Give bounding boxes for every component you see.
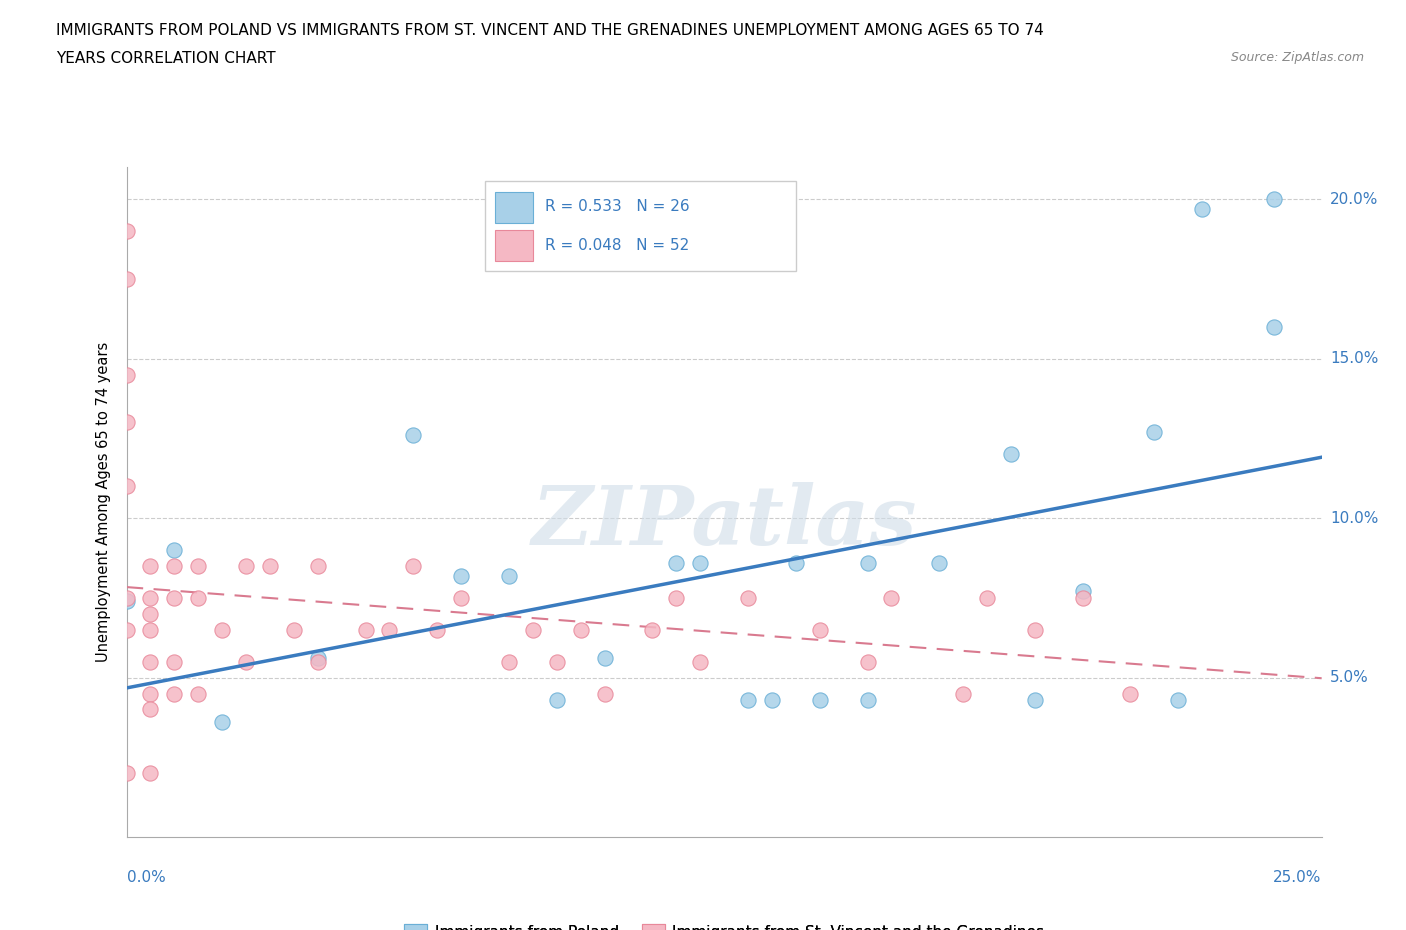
Point bbox=[139, 622, 162, 637]
Text: R = 0.533   N = 26: R = 0.533 N = 26 bbox=[544, 199, 689, 215]
Point bbox=[808, 622, 831, 637]
Point bbox=[450, 591, 472, 605]
Point bbox=[115, 765, 138, 780]
Point bbox=[139, 559, 162, 574]
Point bbox=[187, 686, 209, 701]
Point bbox=[163, 591, 186, 605]
Point bbox=[1071, 591, 1094, 605]
Point bbox=[1143, 425, 1166, 440]
Point bbox=[856, 693, 879, 708]
FancyBboxPatch shape bbox=[495, 230, 533, 261]
Text: ZIPatlas: ZIPatlas bbox=[531, 483, 917, 563]
Point bbox=[689, 654, 711, 669]
Y-axis label: Unemployment Among Ages 65 to 74 years: Unemployment Among Ages 65 to 74 years bbox=[96, 342, 111, 662]
Text: Source: ZipAtlas.com: Source: ZipAtlas.com bbox=[1230, 51, 1364, 64]
Point bbox=[976, 591, 998, 605]
FancyBboxPatch shape bbox=[485, 180, 796, 272]
Point bbox=[689, 555, 711, 570]
Point bbox=[115, 415, 138, 430]
Point bbox=[546, 693, 568, 708]
Point bbox=[211, 715, 233, 730]
Point bbox=[593, 686, 616, 701]
FancyBboxPatch shape bbox=[495, 192, 533, 223]
Point bbox=[498, 654, 520, 669]
Point bbox=[139, 702, 162, 717]
Point bbox=[1263, 319, 1285, 334]
Legend: Immigrants from Poland, Immigrants from St. Vincent and the Grenadines: Immigrants from Poland, Immigrants from … bbox=[398, 918, 1050, 930]
Point bbox=[235, 559, 257, 574]
Point bbox=[163, 559, 186, 574]
Point bbox=[1191, 202, 1213, 217]
Text: 20.0%: 20.0% bbox=[1330, 192, 1378, 206]
Text: 15.0%: 15.0% bbox=[1330, 352, 1378, 366]
Text: 25.0%: 25.0% bbox=[1274, 870, 1322, 884]
Point bbox=[593, 651, 616, 666]
Point bbox=[378, 622, 401, 637]
Point bbox=[115, 479, 138, 494]
Point bbox=[163, 542, 186, 557]
Point bbox=[856, 555, 879, 570]
Point bbox=[115, 367, 138, 382]
Point bbox=[880, 591, 903, 605]
Point bbox=[426, 622, 449, 637]
Point bbox=[856, 654, 879, 669]
Point bbox=[163, 686, 186, 701]
Point bbox=[139, 765, 162, 780]
Point bbox=[737, 591, 759, 605]
Point bbox=[115, 593, 138, 608]
Point bbox=[1024, 622, 1046, 637]
Point bbox=[139, 591, 162, 605]
Text: 5.0%: 5.0% bbox=[1330, 671, 1368, 685]
Point bbox=[569, 622, 592, 637]
Point bbox=[808, 693, 831, 708]
Point bbox=[115, 272, 138, 286]
Point bbox=[283, 622, 305, 637]
Point bbox=[952, 686, 974, 701]
Point bbox=[402, 428, 425, 443]
Text: 10.0%: 10.0% bbox=[1330, 511, 1378, 525]
Text: YEARS CORRELATION CHART: YEARS CORRELATION CHART bbox=[56, 51, 276, 66]
Point bbox=[1000, 447, 1022, 462]
Point bbox=[785, 555, 807, 570]
Point bbox=[665, 555, 688, 570]
Point bbox=[211, 622, 233, 637]
Point bbox=[737, 693, 759, 708]
Point bbox=[1119, 686, 1142, 701]
Text: IMMIGRANTS FROM POLAND VS IMMIGRANTS FROM ST. VINCENT AND THE GRENADINES UNEMPLO: IMMIGRANTS FROM POLAND VS IMMIGRANTS FRO… bbox=[56, 23, 1045, 38]
Point bbox=[354, 622, 377, 637]
Point bbox=[115, 591, 138, 605]
Point bbox=[1167, 693, 1189, 708]
Point bbox=[546, 654, 568, 669]
Point bbox=[187, 591, 209, 605]
Point bbox=[139, 654, 162, 669]
Point bbox=[115, 224, 138, 239]
Point bbox=[450, 568, 472, 583]
Point bbox=[928, 555, 950, 570]
Point bbox=[498, 568, 520, 583]
Point bbox=[163, 654, 186, 669]
Point bbox=[1263, 192, 1285, 206]
Point bbox=[522, 622, 544, 637]
Text: 0.0%: 0.0% bbox=[127, 870, 166, 884]
Point bbox=[307, 654, 329, 669]
Point bbox=[235, 654, 257, 669]
Point bbox=[402, 559, 425, 574]
Point bbox=[1024, 693, 1046, 708]
Point bbox=[139, 606, 162, 621]
Point bbox=[1071, 584, 1094, 599]
Point bbox=[665, 591, 688, 605]
Point bbox=[307, 559, 329, 574]
Point bbox=[641, 622, 664, 637]
Point bbox=[139, 686, 162, 701]
Text: R = 0.048   N = 52: R = 0.048 N = 52 bbox=[544, 237, 689, 253]
Point bbox=[187, 559, 209, 574]
Point bbox=[761, 693, 783, 708]
Point bbox=[307, 651, 329, 666]
Point bbox=[259, 559, 281, 574]
Point bbox=[115, 622, 138, 637]
